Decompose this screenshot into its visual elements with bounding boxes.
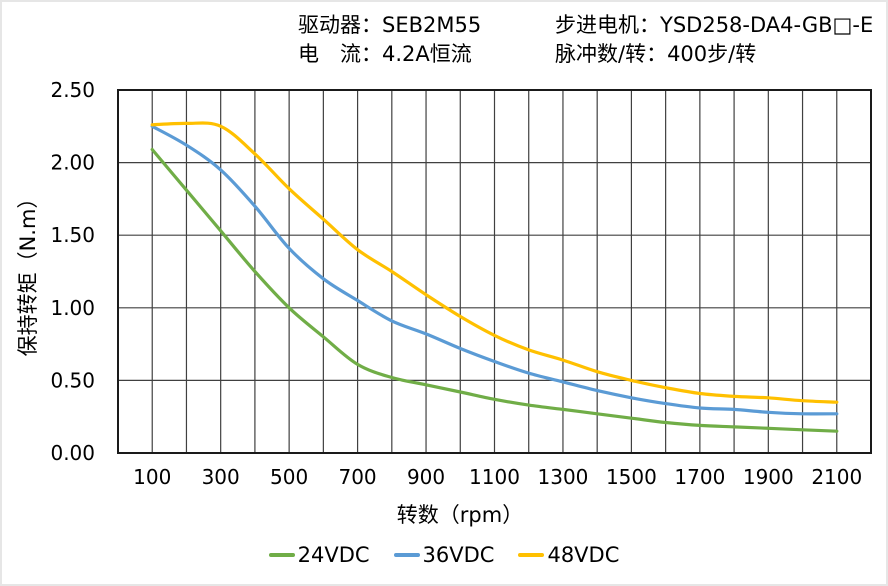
legend-label-24vdc: 24VDC <box>297 543 370 567</box>
x-tick-label: 500 <box>270 465 308 489</box>
x-tick-label: 1100 <box>469 465 520 489</box>
curve-36VDC <box>150 124 839 416</box>
driver-model-label: 驱动器：SEB2M55 <box>298 13 482 37</box>
y-tick-label: 2.50 <box>50 78 95 102</box>
legend-item-48vdc: 48VDC <box>518 543 619 567</box>
x-tick-label: 2100 <box>811 465 862 489</box>
drive-current-label: 电 流：4.2A恒流 <box>298 42 472 66</box>
pulses-per-rev-label: 脉冲数/转：400步/转 <box>555 42 757 66</box>
motor-model-label: 步进电机：YSD258-DA4-GB□-E <box>555 13 874 37</box>
y-tick-label: 1.50 <box>50 223 95 247</box>
x-tick-label: 700 <box>338 465 376 489</box>
x-tick-label: 900 <box>407 465 445 489</box>
legend-swatch-24vdc <box>268 553 295 557</box>
x-tick-label: 1700 <box>674 465 725 489</box>
legend-label-36vdc: 36VDC <box>422 543 495 567</box>
legend-item-36vdc: 36VDC <box>393 543 495 567</box>
x-tick-label: 1900 <box>743 465 794 489</box>
legend-label-48vdc: 48VDC <box>547 543 620 567</box>
curve-48VDC <box>150 121 839 404</box>
x-tick-label: 1500 <box>606 465 657 489</box>
x-tick-label: 300 <box>202 465 240 489</box>
y-tick-label: 0.50 <box>50 368 95 392</box>
x-tick-label: 100 <box>133 465 171 489</box>
y-tick-label: 1.00 <box>50 296 95 320</box>
legend-swatch-36vdc <box>393 553 420 557</box>
y-tick-label: 0.00 <box>50 441 95 465</box>
plot-border <box>117 89 872 454</box>
legend-item-24vdc: 24VDC <box>268 543 370 567</box>
x-tick-label: 1300 <box>538 465 589 489</box>
x-axis-title: 转数（rpm） <box>396 503 524 527</box>
chart-legend: 24VDC 36VDC 48VDC <box>0 543 888 567</box>
curve-24VDC <box>150 147 839 433</box>
y-tick-label: 2.00 <box>50 151 95 175</box>
legend-swatch-48vdc <box>518 553 545 557</box>
